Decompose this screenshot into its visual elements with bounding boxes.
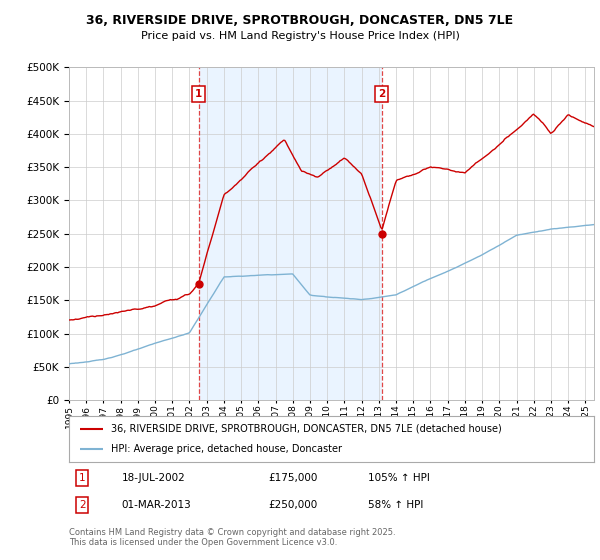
Text: Contains HM Land Registry data © Crown copyright and database right 2025.
This d: Contains HM Land Registry data © Crown c… [69,528,395,547]
Text: 1: 1 [79,473,85,483]
Text: 36, RIVERSIDE DRIVE, SPROTBROUGH, DONCASTER, DN5 7LE (detached house): 36, RIVERSIDE DRIVE, SPROTBROUGH, DONCAS… [111,424,502,434]
Text: 2: 2 [79,500,85,510]
Bar [199,67,382,400]
Text: 105% ↑ HPI: 105% ↑ HPI [368,473,430,483]
Text: HPI: Average price, detached house, Doncaster: HPI: Average price, detached house, Donc… [111,444,342,454]
Text: 1: 1 [195,89,202,99]
Text: 58% ↑ HPI: 58% ↑ HPI [368,500,424,510]
Text: 2: 2 [378,89,385,99]
Text: 01-MAR-2013: 01-MAR-2013 [121,500,191,510]
Text: £250,000: £250,000 [269,500,318,510]
Text: 36, RIVERSIDE DRIVE, SPROTBROUGH, DONCASTER, DN5 7LE: 36, RIVERSIDE DRIVE, SPROTBROUGH, DONCAS… [86,14,514,27]
Text: 18-JUL-2002: 18-JUL-2002 [121,473,185,483]
Text: Price paid vs. HM Land Registry's House Price Index (HPI): Price paid vs. HM Land Registry's House … [140,31,460,41]
Text: £175,000: £175,000 [269,473,318,483]
